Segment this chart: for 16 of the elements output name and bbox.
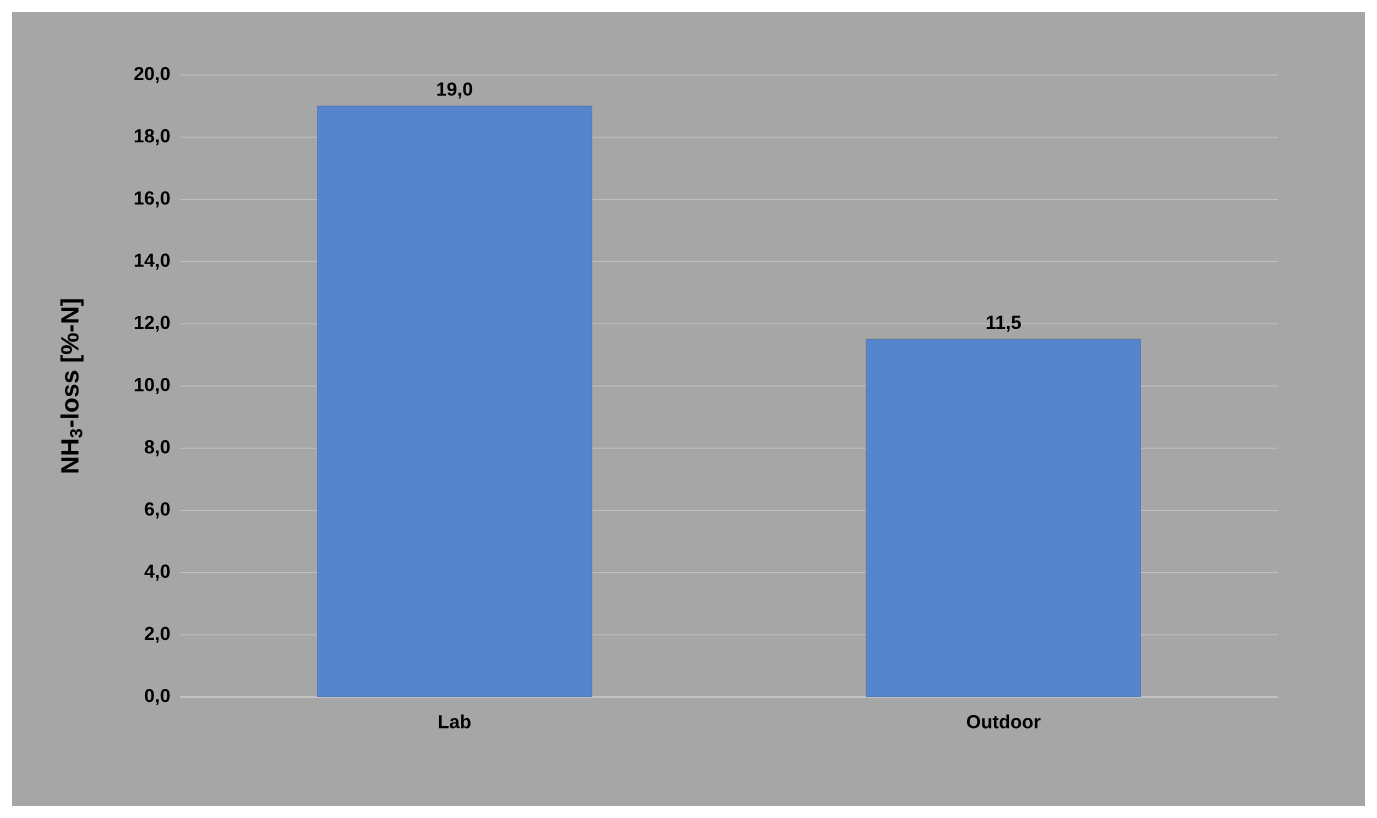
y-tick-label: 2,0 (144, 626, 170, 643)
y-axis-title: NH$_{3}$-loss [%-N] (60, 299, 84, 473)
x-tick-label: Outdoor (966, 714, 1041, 729)
y-tick-label: 18,0 (134, 129, 170, 146)
y-tick-label: 4,0 (144, 564, 170, 581)
y-tick-label: 6,0 (144, 502, 170, 519)
y-tick-label: 12,0 (134, 315, 170, 332)
y-tick-label: 16,0 (134, 191, 170, 208)
y-tick-label: 10,0 (134, 377, 170, 395)
data-label: 11,5 (986, 315, 1021, 332)
y-tick-label: 8,0 (144, 440, 170, 457)
y-tick-label: 20,0 (134, 66, 170, 84)
y-tick-label: 14,0 (134, 253, 170, 270)
data-label: 19,0 (437, 82, 473, 99)
x-tick-label: Lab (438, 714, 471, 729)
y-tick-label: 0,0 (144, 688, 170, 706)
